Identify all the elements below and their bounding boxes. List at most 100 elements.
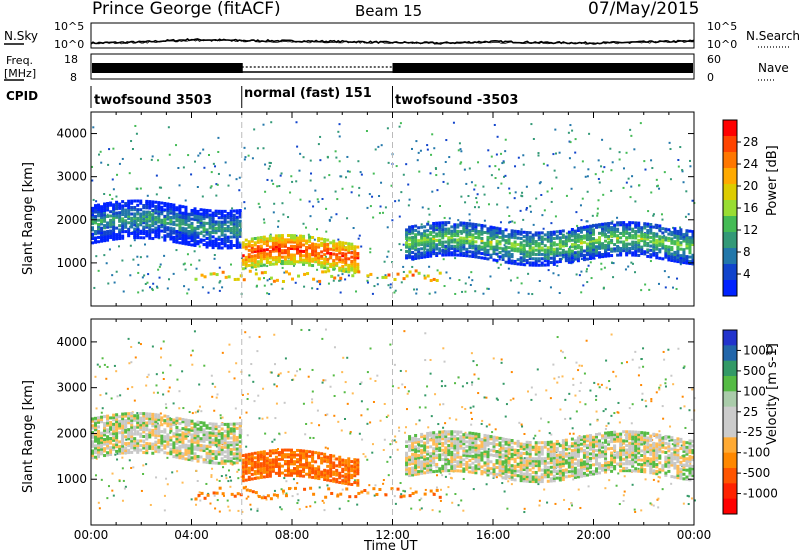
power-pixel [92,126,95,129]
velocity-pixel [273,333,276,336]
velocity-pixel [182,407,185,410]
velocity-band-0-cell [124,426,128,430]
power-band-2-cell [471,235,475,239]
velocity-pixel [538,429,541,432]
power-pixel [270,283,273,286]
power-pixel [537,154,540,157]
power-band-2-cell [628,225,632,229]
power-band-2-cell [582,249,586,253]
power-pixel [270,121,273,124]
velocity-band-1-cell [265,465,269,469]
velocity-band-0-cell [109,416,113,420]
velocity-pixel [296,370,299,373]
power-band-2-cell [447,231,451,235]
power-pixel [570,187,573,190]
velocity-band-1-cell [244,469,248,473]
power-pixel [435,174,438,177]
power-pixel [483,219,486,222]
velocity-band-0-cell [172,448,176,452]
power-band-2-cell [570,245,574,249]
velocity-pixel [438,510,441,513]
power-band-2-cell [667,249,671,253]
power-band-1-cell [320,256,324,260]
power-band-0-cell [214,229,218,233]
power-band-2-cell [640,226,644,230]
power-band-1-cell [302,237,306,241]
velocity-band-0-cell [97,432,101,436]
power-band-0-cell [124,225,128,229]
velocity-pixel [262,494,265,497]
power-pixel [681,169,684,172]
power-band-0-cell [100,239,104,243]
power-band-1-cell [253,241,257,245]
velocity-band-0-cell [202,421,206,425]
velocity-band-1-cell [286,473,290,477]
power-band-2-cell [435,232,439,236]
power-band-2-cell [573,240,577,244]
power-low-echo [330,274,334,278]
power-pixel [565,194,568,197]
velocity-pixel [650,398,653,401]
velocity-band-1-cell [253,476,257,480]
velocity-band-0-cell [112,427,116,431]
power-band-1-cell [293,236,297,240]
velocity-band-1-cell [274,462,278,466]
power-band-0-cell [145,219,149,223]
power-band-2-cell [534,257,538,261]
power-band-2-cell [492,247,496,251]
velocity-band-0-cell [214,461,218,465]
power-pixel [503,175,506,178]
power-band-2-cell [676,260,680,264]
power-band-2-cell [510,231,514,235]
power-band-1-cell [289,259,293,263]
power-pixel [243,201,246,204]
power-pixel [581,160,584,163]
power-band-0-cell [127,221,131,225]
power-band-2-cell [534,252,538,256]
velocity-pixel [477,377,480,380]
power-band-2-cell [570,258,574,262]
velocity-band-0-cell [136,443,140,447]
velocity-band-0-cell [139,416,143,420]
velocity-pixel [607,422,610,425]
velocity-pixel [195,503,198,506]
power-band-2-cell [444,231,448,235]
velocity-band-1-cell [286,466,290,470]
power-band-2-cell [591,243,595,247]
velocity-band-0-cell [157,413,161,417]
power-band-2-cell [607,241,611,245]
power-pixel [201,195,204,198]
power-band-2-cell [516,247,520,251]
power-band-1-cell [280,259,284,263]
power-band-0-cell [169,211,173,215]
power-band-2-cell [691,262,695,266]
power-band-2-cell [631,221,635,225]
power-band-2-cell [480,228,484,232]
velocity-pixel [278,432,281,435]
power-band-2-cell [676,251,680,255]
power-band-2-cell [670,248,674,252]
velocity-band-1-cell [308,470,312,474]
velocity-band-1-cell [277,453,281,457]
power-band-0-cell [202,234,206,238]
power-band-2-cell [595,225,599,229]
power-band-2-cell [558,260,562,264]
power-band-0-cell [193,237,197,241]
power-pixel [586,281,589,284]
velocity-pixel [336,493,339,496]
velocity-band-0-cell [112,429,116,433]
velocity-pixel [274,417,277,420]
velocity-pixel [424,359,427,362]
power-band-2-cell [441,249,445,253]
velocity-band-0-cell [223,436,227,440]
power-band-1-cell [302,254,306,258]
power-band-2-cell [546,233,550,237]
power-band-2-cell [525,254,529,258]
power-band-2-cell [582,240,586,244]
power-band-2-cell [519,249,523,253]
power-band-2-cell [607,237,611,241]
velocity-band-1-cell [320,459,324,463]
power-pixel [442,258,445,261]
power-band-0-cell [178,213,182,217]
velocity-band-1-cell [286,448,290,452]
